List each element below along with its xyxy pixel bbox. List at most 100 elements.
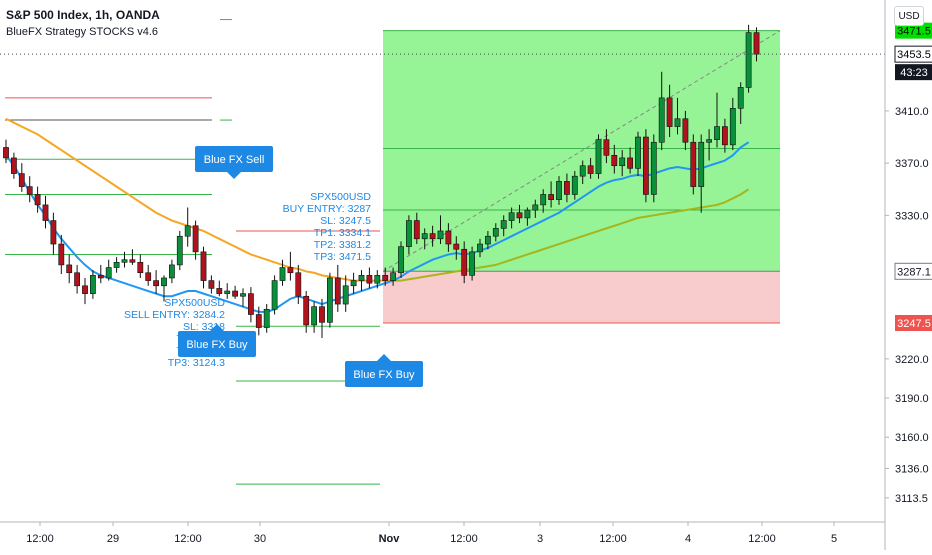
chart-title: S&P 500 Index, 1h, OANDA — [6, 8, 160, 22]
x-tick-label: 29 — [107, 533, 119, 545]
candle-body — [145, 272, 152, 281]
candle-body — [635, 136, 641, 169]
buy-info-line-4: TP2: 3381.2 — [314, 239, 371, 251]
candle-body — [437, 230, 444, 240]
candle-body — [706, 139, 712, 143]
candle-body — [240, 293, 246, 297]
candle-body — [176, 235, 183, 266]
candle-body — [658, 97, 665, 143]
candle-body — [3, 147, 9, 159]
price-tag-last — [894, 45, 932, 63]
sell-info-line-1: SELL ENTRY: 3284.2 — [124, 309, 225, 321]
x-tick-label: 12:00 — [599, 533, 627, 545]
y-tick-label: 3370.0 — [895, 158, 929, 170]
x-tick-label: 12:00 — [174, 533, 202, 545]
candle-body — [571, 175, 578, 195]
buy-info-line-3: TP1: 3334.1 — [314, 227, 371, 239]
stop-loss-zone — [383, 271, 780, 323]
candle-body — [105, 267, 112, 279]
candle-body — [650, 141, 657, 195]
candle-body — [413, 220, 420, 240]
price-tag-sl — [895, 314, 932, 331]
y-tick-label: 3220.0 — [895, 354, 929, 366]
candle-body — [121, 259, 128, 263]
price-tag-entry — [894, 262, 932, 280]
candle-body — [66, 264, 73, 274]
candle-body — [484, 235, 491, 245]
candle-body — [398, 246, 404, 274]
y-tick-label: 3160.0 — [895, 432, 929, 444]
candle-body — [587, 165, 594, 174]
buy-signal-2-box — [345, 361, 423, 387]
candle-body — [374, 275, 381, 284]
x-tick-label: 3 — [537, 533, 543, 545]
price-tag-label-entry: 3287.1 — [897, 266, 931, 278]
y-tick-label: 3330.0 — [895, 210, 929, 222]
candle-body — [461, 248, 468, 276]
candle-body — [11, 157, 17, 174]
candle-body — [548, 194, 554, 200]
candle-body — [563, 181, 570, 195]
candle-body — [287, 267, 294, 274]
candle-body — [248, 293, 254, 315]
buy-info-line-1: BUY ENTRY: 3287 — [283, 203, 371, 215]
candle-body — [469, 251, 475, 276]
candle-body — [721, 126, 728, 146]
candle-body — [500, 220, 507, 229]
buy-info-line-5: TP3: 3471.5 — [314, 251, 371, 263]
candle-body — [737, 87, 744, 109]
sell-signal-box — [195, 146, 273, 172]
candle-body — [232, 290, 238, 297]
sell-signal-pointer — [227, 172, 241, 179]
candle-body — [326, 277, 333, 323]
candle-body — [714, 126, 720, 140]
candle-body — [319, 306, 325, 323]
candle-body — [216, 288, 223, 294]
candle-body — [255, 314, 262, 328]
candle-body — [674, 118, 681, 127]
candle-body — [477, 243, 483, 253]
candle-body — [508, 212, 515, 221]
candle-body — [271, 280, 278, 310]
y-tick-label: 3113.5 — [895, 493, 928, 505]
price-tag-tp — [895, 22, 932, 39]
indicator-name: BlueFX Strategy STOCKS v4.6 — [6, 26, 159, 38]
candle-body — [58, 243, 65, 266]
price-tag-countdown — [895, 64, 932, 81]
candle-body — [50, 220, 57, 245]
candle-body — [366, 275, 373, 284]
candle-body — [421, 233, 428, 240]
candle-body — [18, 173, 25, 187]
candle-body — [334, 277, 341, 305]
price-tag-label-countdown: 43:23 — [900, 67, 928, 79]
candle-body — [445, 230, 452, 245]
price-tag-label-sl: 3247.5 — [897, 318, 931, 330]
candle-body — [42, 204, 49, 221]
candle-body — [224, 290, 231, 294]
candle-body — [453, 243, 460, 250]
candle-body — [137, 262, 144, 274]
candle-body — [390, 272, 396, 281]
candle-body — [97, 275, 104, 279]
candle-body — [611, 154, 618, 167]
candle-body — [698, 141, 705, 187]
candle-body — [595, 139, 602, 174]
currency-button[interactable]: USD — [894, 6, 924, 26]
candle-body — [745, 32, 752, 88]
candle-body — [579, 165, 586, 177]
candle-body — [729, 108, 736, 146]
candle-body — [113, 262, 120, 268]
candle-body — [192, 225, 199, 253]
x-tick-label: 5 — [831, 533, 837, 545]
candle-body — [540, 194, 547, 206]
x-tick-label: 12:00 — [450, 533, 478, 545]
sell-signal-label: Blue FX Sell — [204, 154, 265, 166]
candle-body — [429, 233, 436, 240]
candle-body — [200, 251, 207, 281]
candle-body — [311, 306, 317, 326]
y-tick-label: 3410.0 — [895, 106, 929, 118]
sell-info-line-0: SPX500USD — [164, 297, 225, 309]
buy-signal-2-pointer — [377, 354, 391, 361]
x-tick-label: 12:00 — [26, 533, 54, 545]
